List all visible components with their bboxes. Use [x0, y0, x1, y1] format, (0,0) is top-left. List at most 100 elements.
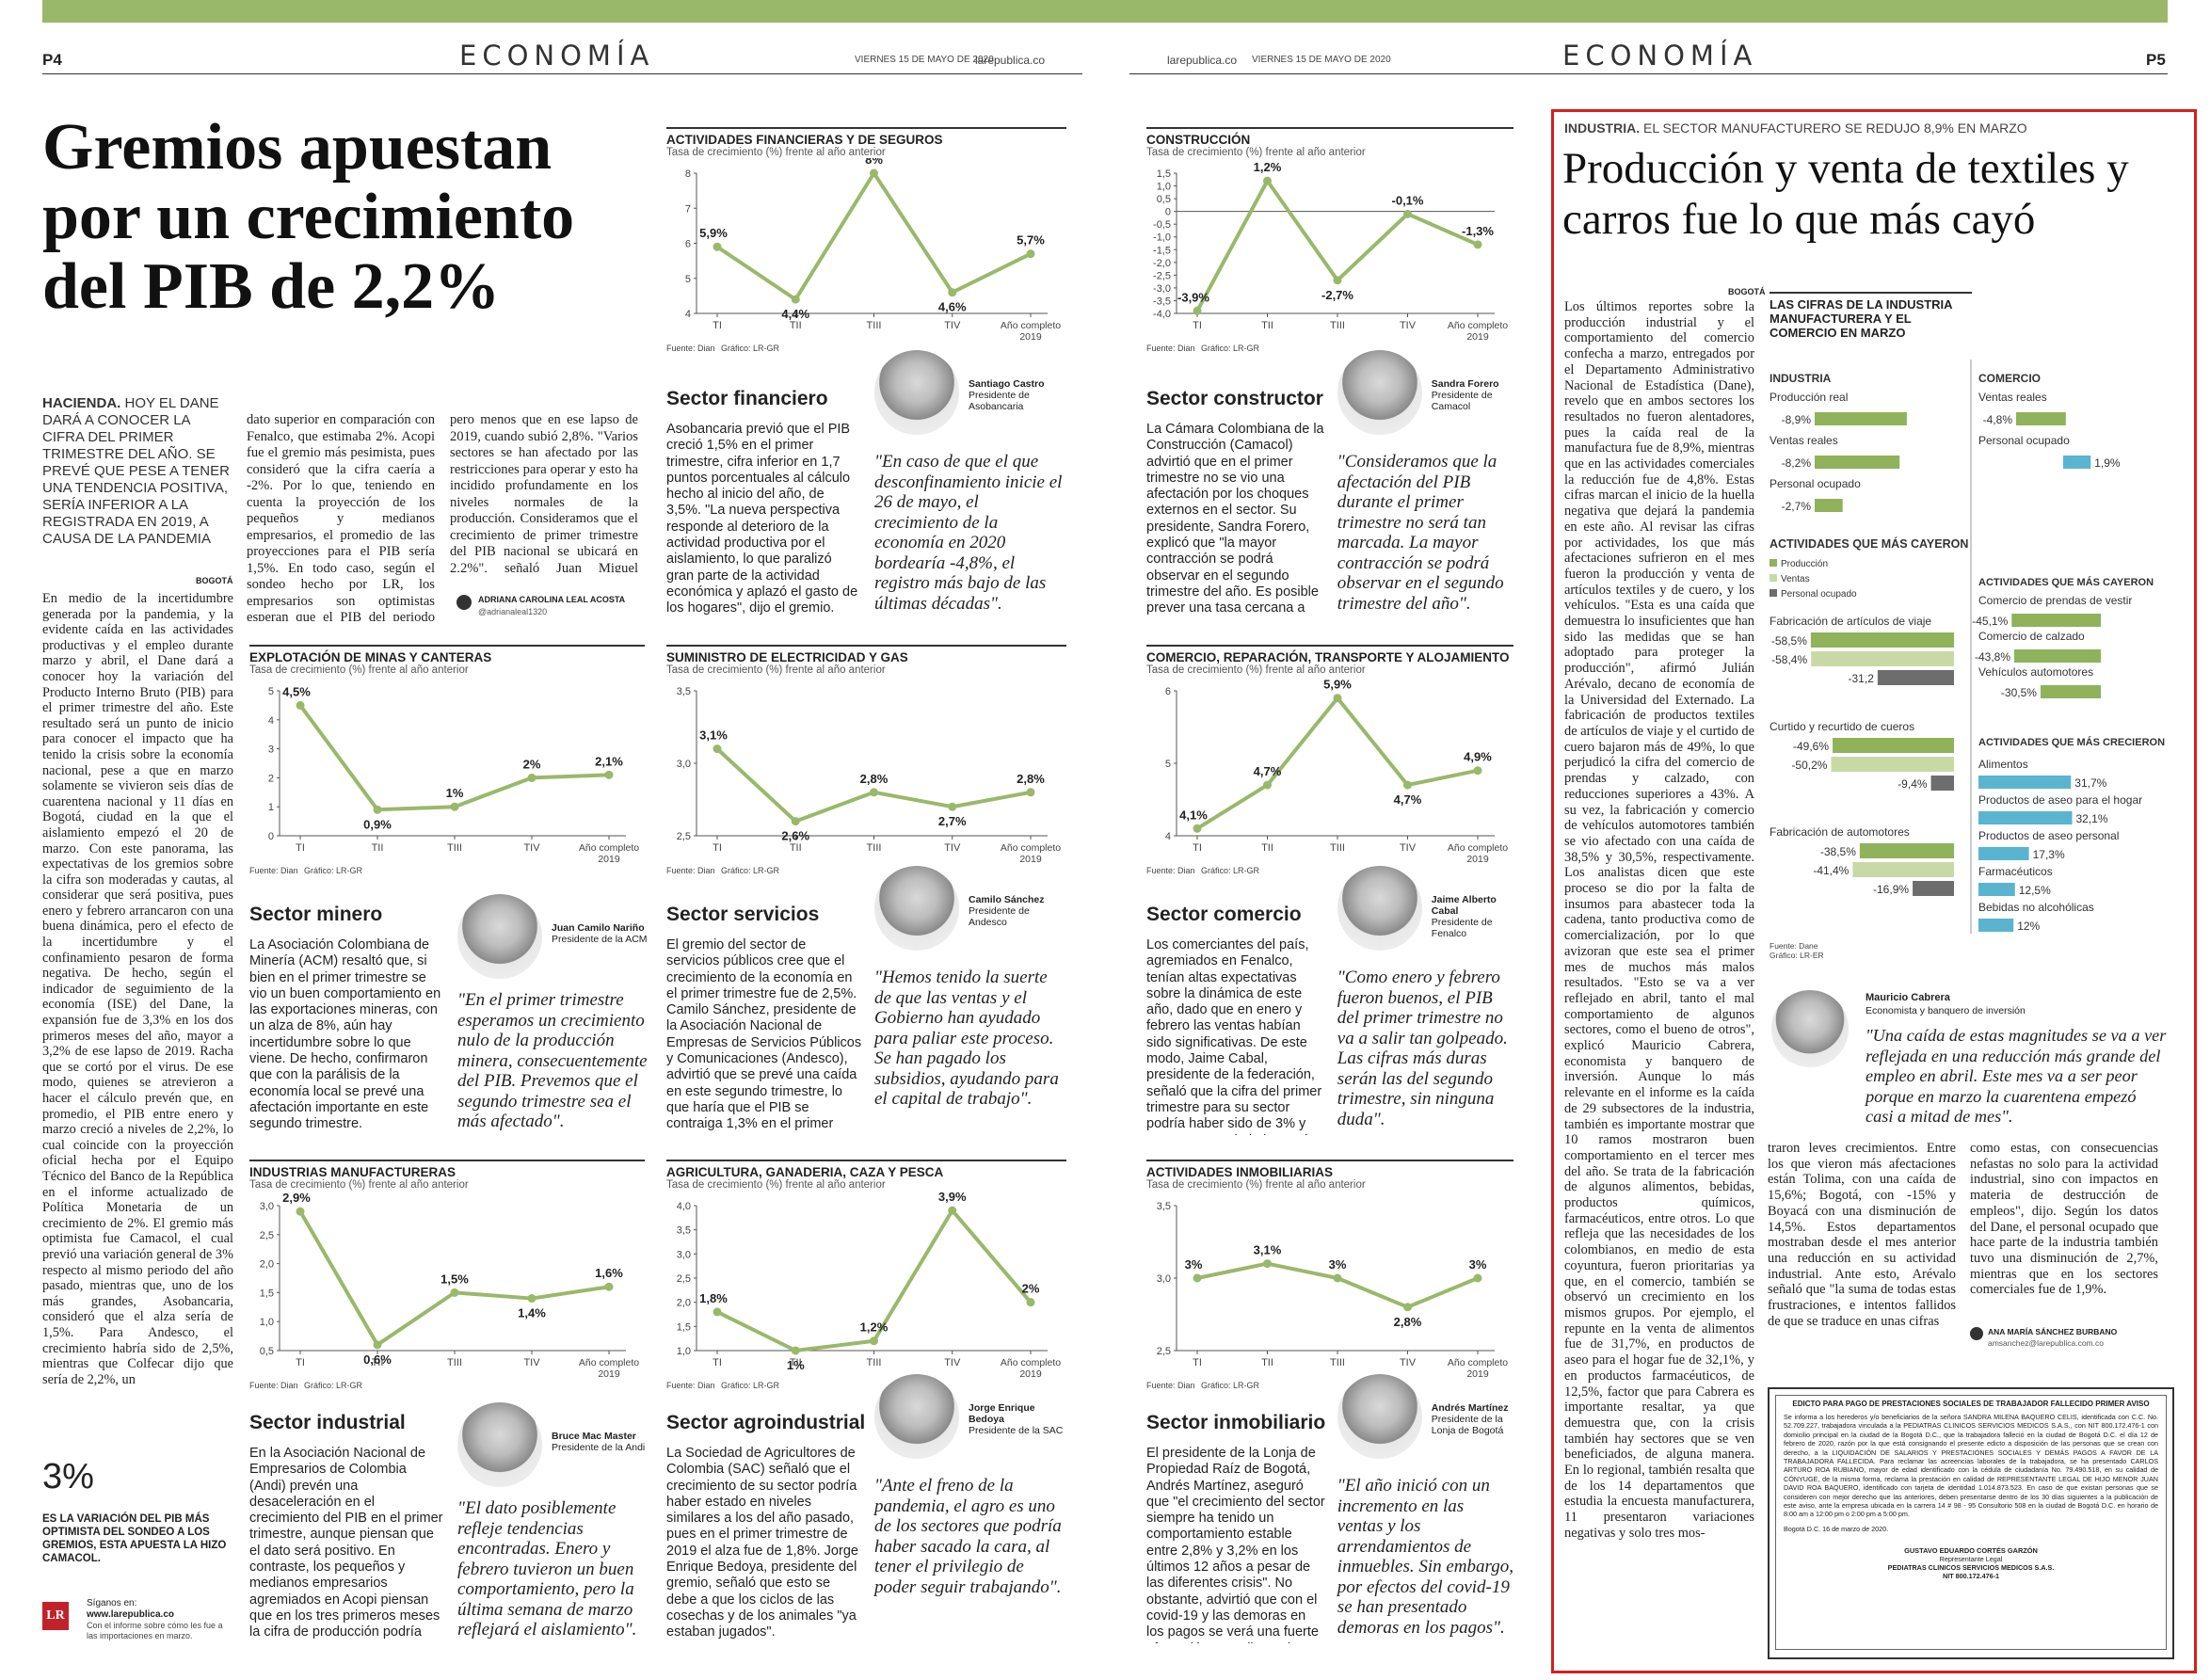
- person-caption: Santiago Castro Presidente de Asobancaria: [969, 378, 1045, 412]
- y-tick-label: 3,5: [1157, 1201, 1171, 1212]
- data-point: [1473, 240, 1482, 249]
- right-kicker: INDUSTRIA. EL SECTOR MANUFACTURERO SE RE…: [1564, 120, 2027, 136]
- chart-manufactureras: INDUSTRIAS MANUFACTURERAS Tasa de crecim…: [249, 1160, 645, 1412]
- data-label: 3,9%: [938, 1191, 967, 1204]
- data-point: [604, 770, 614, 779]
- chart-financieras: ACTIVIDADES FINANCIERAS Y DE SEGUROS Tas…: [666, 127, 1066, 375]
- data-label: 1,2%: [1254, 160, 1282, 174]
- data-label: 4,1%: [1179, 808, 1208, 822]
- bar-value: 32,1%: [2076, 812, 2108, 825]
- y-tick-label: 2,5: [260, 1230, 274, 1241]
- data-point: [373, 1340, 382, 1350]
- right-kicker-label: INDUSTRIA.: [1564, 120, 1641, 136]
- x-tick-label: TI: [713, 320, 722, 331]
- bar-category: Alimentos: [1978, 758, 2028, 771]
- article-column-1: En medio de la incertidumbre generada po…: [42, 591, 233, 1387]
- y-tick-label: 0: [1165, 207, 1171, 218]
- x-tick-label: 2019: [1466, 854, 1489, 865]
- x-tick-label: TIV: [944, 842, 961, 854]
- y-tick-label: 5: [1165, 759, 1171, 770]
- data-label: 2%: [1022, 1282, 1040, 1296]
- x-tick-label: TII: [1261, 842, 1273, 854]
- bar-category: Curtido y recurtido de cueros: [1770, 720, 1914, 733]
- data-label: 1,2%: [860, 1320, 889, 1335]
- y-tick-label: 1,0: [260, 1317, 274, 1328]
- sector-text: La Asociación Colombiana de Minería (ACM…: [249, 937, 441, 1132]
- y-tick-label: 1,5: [1157, 168, 1171, 180]
- x-tick-label: TIII: [867, 1357, 882, 1368]
- chart-subtitle: Tasa de crecimiento (%) frente al año an…: [1146, 147, 1366, 158]
- quote-person: Mauricio Cabrera: [1866, 992, 1950, 1003]
- data-label: 1,5%: [440, 1272, 469, 1286]
- chart-inmobiliarias: ACTIVIDADES INMOBILIARIAS Tasa de crecim…: [1146, 1160, 1513, 1412]
- chart-source: Fuente: Dian: [666, 1381, 715, 1390]
- sector-title: Sector servicios: [666, 904, 820, 925]
- industry-infographic: LAS CIFRAS DE LA INDUSTRIA MANUFACTURERA…: [1770, 292, 2174, 969]
- data-point: [1193, 1273, 1202, 1283]
- sector-text: La Cámara Colombiana de la Construcción …: [1146, 422, 1324, 619]
- legend-label: Personal ocupado: [1781, 589, 1857, 600]
- chart-subtitle: Tasa de crecimiento (%) frente al año an…: [666, 664, 886, 676]
- x-tick-label: TIII: [1330, 842, 1345, 854]
- dateline-left: BOGOTÁ: [196, 576, 233, 585]
- chart-title: CONSTRUCCIÓN: [1146, 127, 1513, 147]
- bar-value: -31,2: [1849, 672, 1875, 685]
- legend-swatch: [1770, 574, 1777, 582]
- kicker: HACIENDA. HOY EL DANE DARÁ A CONOCER LA …: [42, 395, 235, 548]
- y-tick-label: 8: [685, 168, 691, 180]
- bar: [1913, 881, 1954, 896]
- y-tick-label: 2: [268, 773, 274, 784]
- data-point: [1403, 209, 1412, 218]
- chart-subtitle: Tasa de crecimiento (%) frente al año an…: [666, 147, 886, 158]
- x-tick-label: TIV: [1400, 842, 1417, 854]
- bar-value: -50,2%: [1791, 759, 1827, 772]
- x-tick-label: TI: [1193, 320, 1202, 331]
- sector-block: Sector comercio Los comerciantes del paí…: [1146, 866, 1513, 1139]
- y-tick-label: 2,0: [260, 1259, 274, 1271]
- chart-electricidad: SUMINISTRO DE ELECTRICIDAD Y GAS Tasa de…: [666, 645, 1066, 897]
- x-tick-label: TIV: [1400, 1357, 1417, 1368]
- follow-site-link[interactable]: www.larepublica.co: [87, 1609, 174, 1620]
- chart-subtitle: Tasa de crecimiento (%) frente al año an…: [1146, 664, 1366, 676]
- y-tick-label: -3,0: [1153, 283, 1171, 295]
- group-label: ACTIVIDADES QUE MÁS CRECIERON: [1978, 736, 2165, 748]
- data-point: [1263, 780, 1272, 790]
- person-photo: [457, 894, 542, 979]
- y-tick-label: 3,0: [677, 1249, 691, 1260]
- data-label: 4,5%: [282, 684, 311, 698]
- x-tick-label: TIV: [1400, 320, 1417, 331]
- chart-credit: Gráfico: LR-GR: [1201, 866, 1260, 875]
- legend-swatch: [1770, 589, 1777, 597]
- data-point: [1026, 788, 1035, 797]
- data-point: [1333, 694, 1342, 703]
- cabrera-quote: "Una caída de estas magnitudes se va a v…: [1866, 1026, 2167, 1126]
- y-tick-label: -1,0: [1153, 232, 1171, 244]
- person-quote: "El año inició con un incremento en las …: [1337, 1476, 1513, 1638]
- chart-title: COMERCIO, REPARACIÓN, TRANSPORTE Y ALOJA…: [1146, 645, 1513, 664]
- data-point: [948, 1206, 957, 1215]
- person-caption: Bruce Mac Master Presidente de la Andi: [552, 1431, 646, 1453]
- bar-value: -43,8%: [1975, 650, 2010, 664]
- bar-category: Fabricación de artículos de viaje: [1770, 615, 1931, 628]
- person-caption: Jaime Alberto Cabal Presidente de Fenalco: [1431, 894, 1497, 939]
- data-point: [1333, 1273, 1342, 1283]
- data-point: [791, 295, 800, 304]
- legend-label: Ventas: [1781, 574, 1810, 584]
- x-tick-label: Año completo: [1448, 320, 1508, 331]
- chart-source: Fuente: Dian: [249, 1381, 298, 1390]
- bar-category: Fabricación de automotores: [1770, 825, 1910, 839]
- y-tick-label: 4,0: [677, 1201, 691, 1212]
- kicker-text: HOY EL DANE DARÁ A CONOCER LA CIFRA DEL …: [42, 395, 230, 547]
- sector-block: Sector financiero Asobancaria previó que…: [666, 350, 1066, 623]
- data-label: 3%: [1185, 1257, 1203, 1272]
- data-point: [1403, 1303, 1412, 1312]
- data-point: [1263, 176, 1272, 185]
- section-name-right: ECONOMÍA: [1562, 40, 1758, 72]
- data-label: 1,6%: [595, 1266, 623, 1280]
- y-tick-label: 3,0: [1157, 1273, 1171, 1285]
- x-tick-label: 2019: [598, 1368, 620, 1380]
- chart-subtitle: Tasa de crecimiento (%) frente al año an…: [666, 1179, 886, 1191]
- right-article-column-1: Los últimos reportes sobre la producción…: [1564, 299, 1754, 1541]
